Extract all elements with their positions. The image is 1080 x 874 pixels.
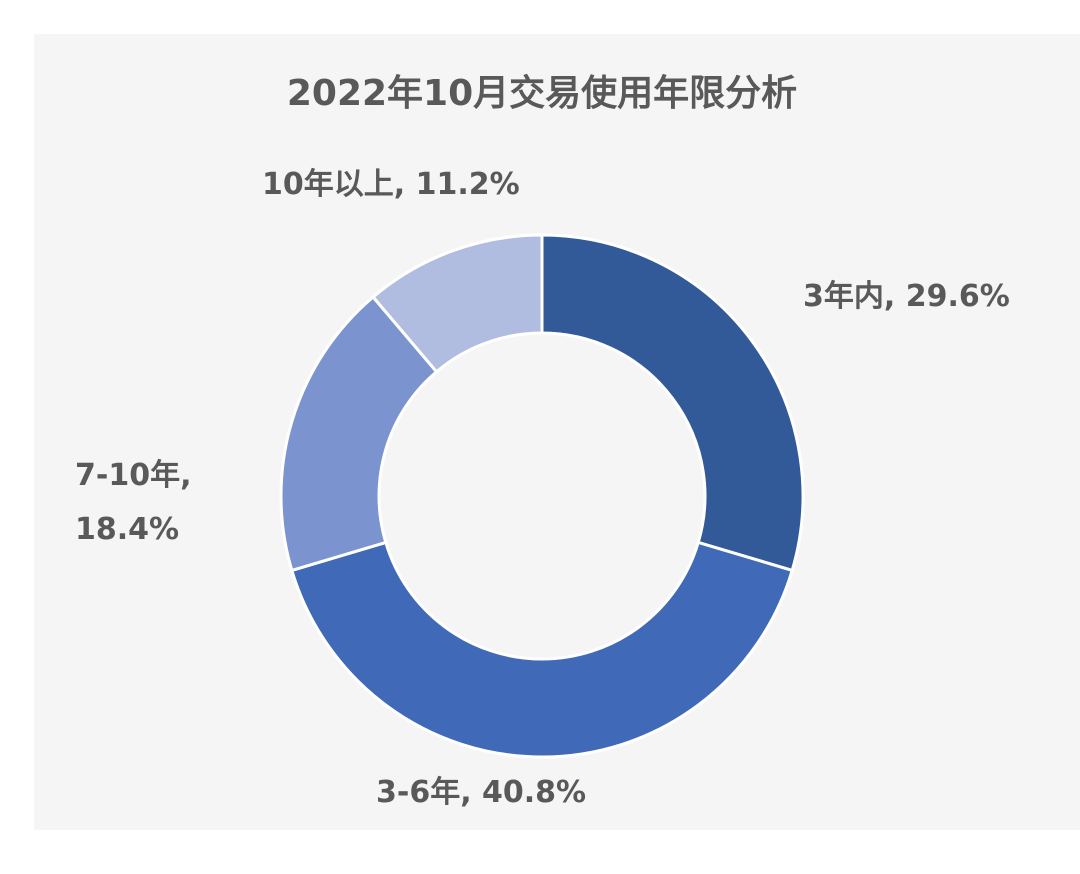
chart-title: 2022年10月交易使用年限分析 [286, 73, 798, 114]
slice-label-10yr-plus: 10年以上, 11.2% [262, 158, 520, 212]
slice-7-10yr [279, 294, 439, 573]
slice-label-line: 3-6年, 40.8% [376, 775, 587, 810]
slice-3yr-within [540, 233, 805, 573]
slice-3-6yr [289, 540, 795, 759]
slice-label-3-6yr: 3-6年, 40.8% [376, 766, 586, 820]
slice-label-3yr-within: 3年内, 29.6% [803, 270, 1010, 324]
slice-label-category: 7-10年, [75, 458, 192, 493]
slice-label-7-10yr: 7-10年, 18.4% [75, 449, 191, 557]
slice-label-line: 3年内, 29.6% [803, 279, 1010, 314]
slice-label-line: 10年以上, 11.2% [262, 167, 520, 202]
slice-label-value: 18.4% [75, 512, 180, 547]
slice-10yr-plus [371, 233, 544, 374]
